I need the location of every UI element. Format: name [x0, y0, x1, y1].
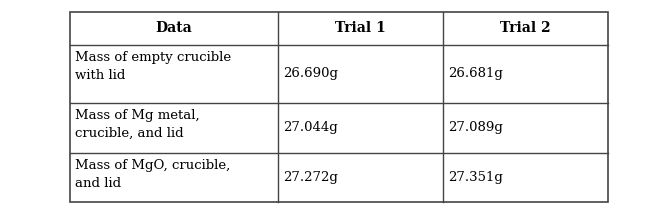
- Text: Data: Data: [155, 21, 192, 35]
- Text: Trial 2: Trial 2: [500, 21, 551, 35]
- Text: Mass of empty crucible
with lid: Mass of empty crucible with lid: [75, 51, 231, 82]
- Bar: [70, 12, 608, 202]
- Text: 26.690g: 26.690g: [283, 68, 338, 81]
- Text: 27.351g: 27.351g: [448, 171, 503, 184]
- Text: 26.681g: 26.681g: [448, 68, 503, 81]
- Text: 27.089g: 27.089g: [448, 122, 503, 134]
- Text: Mass of MgO, crucible,
and lid: Mass of MgO, crucible, and lid: [75, 159, 230, 190]
- Text: 27.044g: 27.044g: [283, 122, 338, 134]
- Text: 27.272g: 27.272g: [283, 171, 338, 184]
- Text: Trial 1: Trial 1: [335, 21, 386, 35]
- Text: Mass of Mg metal,
crucible, and lid: Mass of Mg metal, crucible, and lid: [75, 109, 200, 140]
